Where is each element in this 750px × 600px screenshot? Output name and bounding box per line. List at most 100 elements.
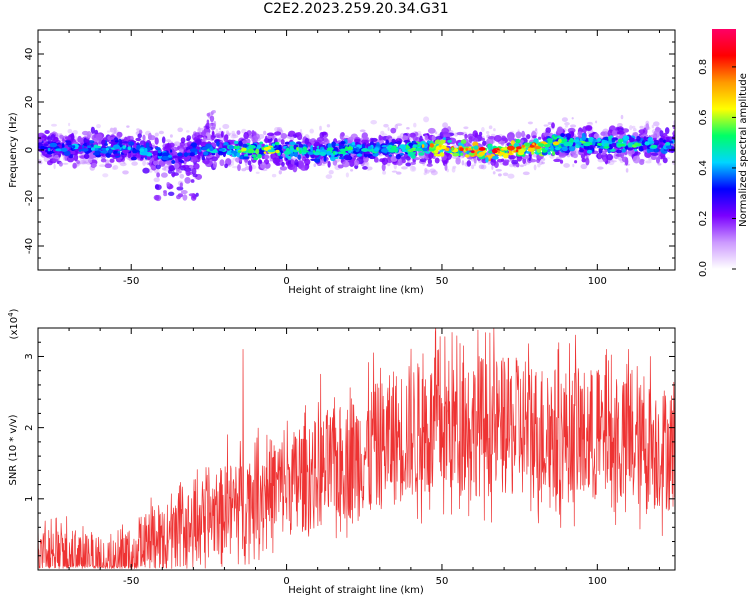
spectral-core: [236, 152, 240, 158]
spectral-band: [339, 132, 344, 140]
spectral-core: [355, 141, 359, 145]
spectral-core: [568, 145, 576, 152]
spectral-peak: [575, 141, 582, 145]
spectral-band: [280, 133, 288, 139]
spectral-halo: [154, 132, 159, 137]
spectral-halo: [542, 157, 546, 161]
spectral-band: [354, 159, 360, 167]
spectrogram-x-tick-label: -50: [123, 276, 139, 287]
spectrogram-y-tick-label: 40: [24, 48, 35, 61]
spectral-halo: [179, 173, 185, 179]
spectral-peak: [301, 148, 307, 153]
spectral-tail: [167, 169, 173, 174]
spectral-core: [244, 153, 249, 158]
spectral-halo: [263, 130, 267, 136]
spectral-band: [104, 163, 112, 169]
snr-y-tick-label: 2: [24, 424, 35, 430]
spectral-band: [220, 131, 224, 138]
spectral-halo: [561, 117, 568, 123]
spectral-core: [155, 146, 161, 151]
spectral-halo: [543, 124, 549, 127]
spectral-core: [399, 152, 405, 156]
snr-x-tick-label: 100: [588, 576, 607, 587]
spectral-peak: [241, 147, 247, 152]
spectral-band: [224, 163, 228, 169]
spectral-core: [628, 137, 635, 143]
spectral-band: [158, 159, 166, 167]
spectral-halo: [76, 164, 80, 167]
spectral-peak: [414, 148, 423, 152]
spectral-band: [242, 139, 247, 144]
spectral-core: [643, 136, 647, 142]
spectral-peak: [560, 138, 567, 142]
spectral-band: [551, 122, 555, 129]
spectral-halo: [241, 168, 247, 172]
spectral-core: [197, 154, 201, 160]
spectral-band: [402, 135, 408, 142]
spectral-peak: [177, 152, 183, 157]
spectral-band: [142, 134, 146, 141]
spectral-peak: [248, 145, 256, 149]
spectral-halo: [177, 127, 184, 133]
spectral-peak: [313, 152, 320, 156]
spectral-band: [558, 153, 567, 158]
spectral-band: [472, 130, 478, 138]
spectral-core: [53, 136, 59, 142]
spectral-core: [439, 152, 445, 157]
colorbar-gradient: [712, 29, 736, 269]
spectral-peak: [569, 138, 574, 143]
spectral-band: [426, 163, 433, 167]
snr-frame: [37, 327, 676, 571]
spectral-band: [501, 158, 505, 162]
spectral-core: [434, 139, 441, 145]
spectral-halo: [625, 168, 629, 173]
spectral-core: [536, 148, 542, 153]
spectral-band: [381, 157, 389, 165]
spectral-peak: [47, 147, 51, 152]
spectral-band: [486, 137, 494, 146]
spectral-band: [638, 129, 646, 134]
spectral-core: [433, 153, 441, 157]
spectral-peak: [93, 144, 99, 149]
spectral-halo: [535, 128, 538, 132]
spectral-peak: [327, 147, 334, 151]
spectral-core: [627, 147, 633, 151]
spectral-halo: [527, 121, 534, 125]
spectral-peak: [299, 149, 302, 155]
spectral-band: [619, 151, 625, 159]
spectral-core: [242, 143, 248, 149]
spectral-core: [331, 141, 337, 148]
spectral-tail: [171, 173, 176, 177]
spectral-halo: [423, 172, 427, 176]
spectral-halo: [162, 167, 167, 171]
spectral-peak: [518, 148, 526, 154]
spectral-core: [173, 151, 178, 157]
spectral-core: [290, 147, 295, 151]
spectral-tail: [210, 134, 215, 141]
spectral-halo: [597, 166, 604, 170]
spectral-band: [616, 126, 620, 130]
spectral-band: [480, 137, 485, 141]
spectral-band: [370, 137, 378, 142]
spectral-band: [181, 164, 190, 169]
spectral-core: [293, 151, 298, 158]
spectral-band: [258, 159, 263, 164]
spectral-band: [508, 154, 516, 160]
snr-scale-prefix: (x10: [9, 317, 20, 340]
spectral-peak: [410, 148, 414, 153]
snr-scale-suffix: ): [9, 308, 20, 312]
spectral-band: [581, 157, 587, 163]
spectral-band: [542, 132, 551, 137]
spectral-halo: [113, 130, 117, 135]
spectral-halo: [380, 130, 385, 135]
spectral-halo: [98, 164, 106, 167]
spectral-band: [237, 164, 241, 172]
spectrogram-x-label: Height of straight line (km): [288, 285, 424, 296]
spectral-band: [279, 166, 288, 171]
spectral-core: [515, 138, 521, 144]
spectral-band: [601, 150, 607, 156]
spectral-core: [460, 152, 464, 156]
spectral-band: [362, 155, 369, 163]
spectral-core: [313, 157, 321, 163]
spectral-core: [356, 153, 362, 157]
